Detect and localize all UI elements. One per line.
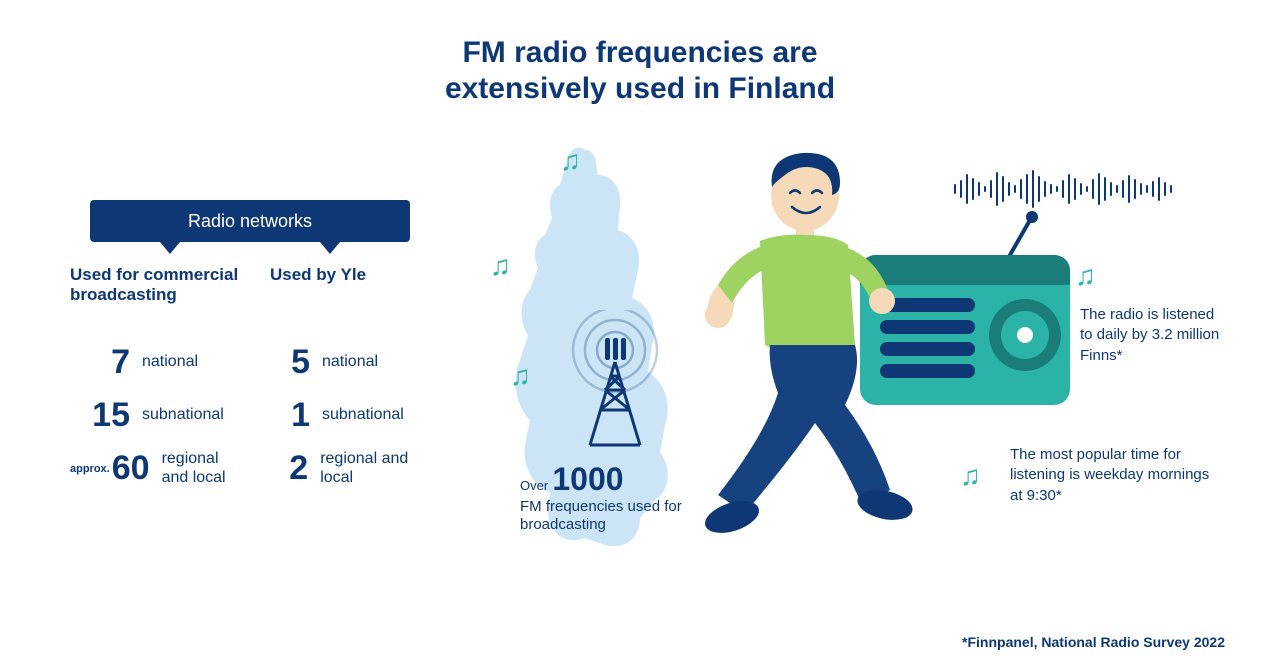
waveform-icon [950, 165, 1180, 213]
commercial-column: Used for commercial broadcasting 7 natio… [70, 265, 240, 502]
yle-column: Used by Yle 5 national 1 subnational 2 r… [270, 265, 440, 502]
stat-label: regional and local [162, 450, 240, 487]
stat-row: 2 regional and local [270, 449, 440, 488]
stat-num: 7 [70, 343, 130, 382]
music-note-icon: ♫ [560, 145, 581, 177]
dancing-person-icon [640, 145, 920, 565]
stat-label: subnational [322, 406, 404, 424]
approx-prefix: approx. [70, 463, 110, 475]
stat-row: 5 national [270, 343, 440, 382]
stat-num: 15 [70, 396, 130, 435]
stat-num: 1 [270, 396, 310, 435]
source-citation: *Finnpanel, National Radio Survey 2022 [962, 634, 1225, 650]
stat-label: national [322, 353, 378, 371]
commercial-header: Used for commercial broadcasting [70, 265, 240, 325]
stat-label: national [142, 353, 198, 371]
music-note-icon: ♫ [510, 360, 531, 392]
fact-listeners: The radio is listened to daily by 3.2 mi… [1080, 305, 1230, 366]
music-note-icon: ♫ [490, 250, 511, 282]
stat-label: subnational [142, 406, 224, 424]
stat-num: 5 [270, 343, 310, 382]
main-title: FM radio frequencies are extensively use… [0, 0, 1280, 107]
music-note-icon: ♫ [960, 460, 981, 492]
stat-num: 60 [112, 449, 150, 488]
stat-row: 1 subnational [270, 396, 440, 435]
radio-networks-banner: Radio networks [90, 200, 410, 242]
networks-columns: Used for commercial broadcasting 7 natio… [70, 265, 440, 502]
yle-header: Used by Yle [270, 265, 440, 325]
stat-row: 15 subnational [70, 396, 240, 435]
music-note-icon: ♫ [1075, 260, 1096, 292]
freq-over: Over [520, 478, 548, 493]
title-line1: FM radio frequencies are [462, 36, 817, 69]
stat-num: 2 [270, 449, 308, 488]
freq-big: 1000 [552, 461, 623, 497]
stat-row: 7 national [70, 343, 240, 382]
stat-row: approx. 60 regional and local [70, 449, 240, 488]
stat-label: regional and local [320, 450, 440, 487]
fact-popular-time: The most popular time for listening is w… [1010, 445, 1220, 506]
title-line2: extensively used in Finland [445, 72, 835, 105]
